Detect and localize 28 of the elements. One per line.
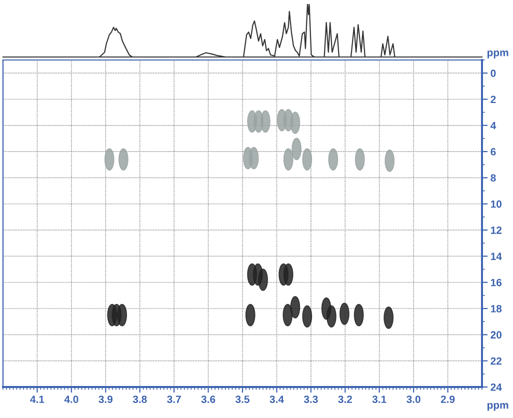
- y-tick-label: 4: [490, 122, 496, 130]
- y-tick-label: 10: [490, 200, 502, 208]
- x-tick-label: 4.0: [64, 396, 78, 403]
- x-tick-label: 3.2: [338, 396, 352, 403]
- x-tick-label: 3.1: [372, 396, 386, 403]
- y-tick-label: 14: [490, 252, 502, 260]
- y-tick-label: 24: [490, 384, 502, 391]
- x-tick-label: 3.7: [167, 396, 181, 403]
- y-tick-label: 20: [490, 331, 502, 339]
- y-tick-label: 16: [490, 278, 502, 286]
- y-tick-label: 12: [490, 226, 502, 234]
- x-tick-label: 4.1: [30, 396, 44, 403]
- x-tick-label: 3.3: [304, 396, 318, 403]
- y-tick-label: 18: [490, 305, 502, 312]
- x-tick-label: 3.6: [201, 396, 216, 403]
- y-tick-label: 6: [490, 148, 496, 156]
- y-tick-label: 2: [490, 96, 496, 104]
- x-tick-label: 3.9: [98, 396, 112, 403]
- x-tick-label: 2.9: [440, 396, 455, 403]
- y-tick-label: 22: [490, 357, 502, 365]
- x-axis-title: ppm: [488, 402, 508, 411]
- x-tick-label: 3.5: [236, 396, 250, 403]
- y-tick-label: 0: [490, 70, 496, 77]
- y-axis-title: ppm: [488, 50, 508, 58]
- x-tick-label: 3.0: [406, 396, 420, 403]
- y-tick-label: 8: [490, 174, 496, 182]
- x-tick-label: 3.8: [132, 396, 147, 403]
- x-tick-label: 3.4: [270, 396, 284, 403]
